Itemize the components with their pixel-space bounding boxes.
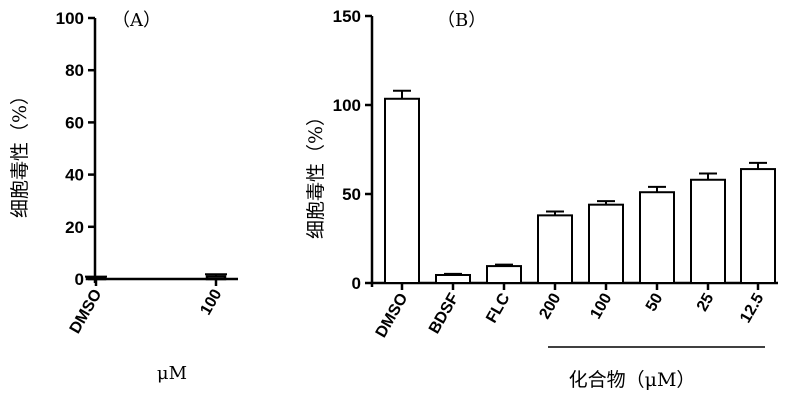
bar (538, 215, 572, 283)
y-tick-label: 0 (75, 270, 84, 289)
y-axis-title: 细胞毒性（%） (9, 86, 31, 218)
y-tick-label: 80 (65, 61, 84, 80)
panel-label: （B） (437, 10, 486, 31)
x-tick-label: BDSF (426, 290, 463, 336)
x-tick-label: DMSO (67, 287, 106, 337)
y-tick-label: 50 (342, 185, 361, 204)
x-tick-label: 12.5 (737, 290, 767, 326)
panel-a: 0 20 40 60 80 100 DMSO 100 （A） 细胞毒性（%） μM (9, 9, 238, 384)
x-tick-label: FLC (483, 290, 513, 326)
panel-label: （A） (112, 10, 161, 31)
x-tick-label: 200 (536, 290, 564, 322)
bar (589, 205, 623, 283)
y-axis-title: 细胞毒性（%） (305, 107, 327, 239)
bar (691, 180, 725, 283)
y-tick-label: 40 (65, 166, 84, 185)
bar (436, 275, 470, 283)
bar (385, 99, 419, 283)
y-tick-label: 20 (65, 218, 84, 237)
bar (640, 192, 674, 283)
y-tick-label: 100 (56, 9, 84, 28)
y-tick-label: 150 (333, 7, 361, 26)
y-tick-label: 0 (352, 274, 361, 293)
y-tick-label: 100 (333, 96, 361, 115)
x-tick-label: DMSO (373, 291, 412, 341)
x-tick-label: 50 (643, 290, 667, 314)
group-label: 化合物（μM） (569, 369, 696, 391)
x-tick-label: 25 (694, 290, 718, 314)
y-tick-label: 60 (65, 113, 84, 132)
bar (487, 266, 521, 283)
x-tick-label: 100 (587, 290, 615, 322)
panel-b: 0 50 100 150 DMSO BDSF FLC 200 100 50 25 12.5 （B） 细胞毒… (305, 7, 778, 391)
bar (207, 276, 225, 279)
bar (741, 169, 775, 283)
x-axis-unit-label: μM (157, 363, 187, 384)
x-tick-label: 100 (197, 286, 225, 318)
bar (87, 278, 105, 279)
